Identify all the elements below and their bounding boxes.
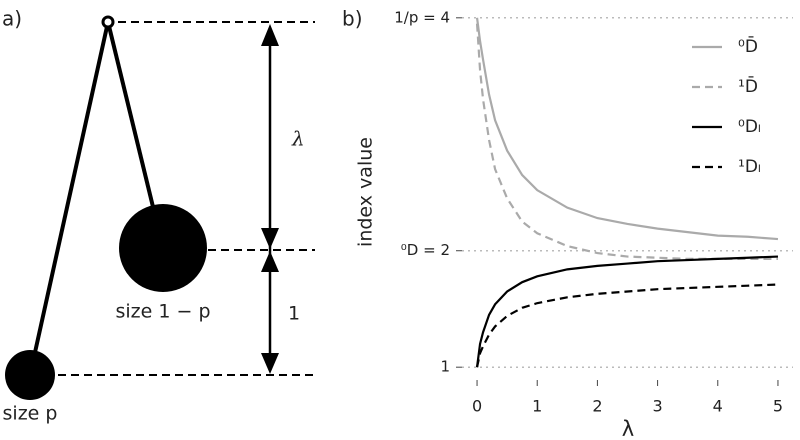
string xyxy=(28,21,110,376)
arrowhead xyxy=(261,228,279,249)
x-axis-label: λ xyxy=(622,417,634,440)
y-tick-label: 1/p = 4 xyxy=(394,8,450,26)
arrowhead xyxy=(261,353,279,374)
panel-label: b) xyxy=(342,7,363,31)
pivot xyxy=(101,15,115,29)
chart: b) index value λ 1 ⁰D = 2 1/p = 4 0 1 2 3 4 5 ⁰D̄… xyxy=(342,7,793,440)
x-tick-label: 1 xyxy=(532,397,542,416)
series-line xyxy=(475,255,778,368)
big-ball xyxy=(119,204,207,292)
x-tick-label: 0 xyxy=(472,397,482,416)
series-line xyxy=(475,283,778,368)
arrowhead xyxy=(261,24,279,46)
small-label: size p xyxy=(3,403,58,425)
y-axis-label: index value xyxy=(355,137,377,247)
lambda-label: λ xyxy=(291,127,305,151)
legend-label: ¹D̄ xyxy=(738,75,758,97)
legend-label: ⁰Dₗ xyxy=(738,117,761,137)
guides xyxy=(58,21,315,376)
series-line xyxy=(475,17,779,241)
panel-label: a) xyxy=(2,7,22,31)
x-tick-label: 4 xyxy=(713,397,723,416)
one-label: 1 xyxy=(288,303,300,325)
x-tick-label: 2 xyxy=(592,397,602,416)
x-tick-label: 5 xyxy=(773,397,783,416)
legend-label: ¹Dₗ xyxy=(738,157,761,177)
diagram: a) λ 1 size 1 − p size p xyxy=(2,7,315,425)
y-tick-label: ⁰D = 2 xyxy=(401,241,450,259)
big-label: size 1 − p xyxy=(115,301,210,323)
arrowheads xyxy=(261,24,279,374)
x-tick-label: 3 xyxy=(652,397,662,416)
legend-label: ⁰D̄ xyxy=(738,35,758,57)
y-tick-label: 1 xyxy=(440,358,450,376)
arrowhead xyxy=(261,251,279,272)
small-ball xyxy=(5,350,55,400)
